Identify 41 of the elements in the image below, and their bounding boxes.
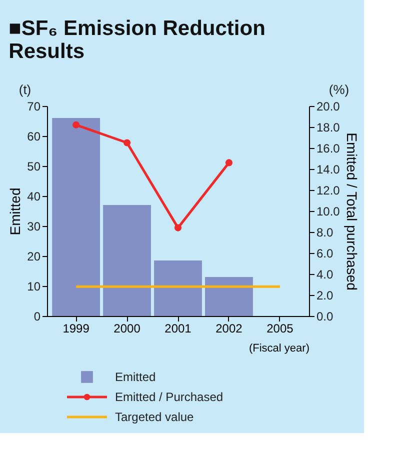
y2-tick-label: 16.0 — [316, 142, 340, 156]
y2-tick-label: 18.0 — [316, 120, 340, 134]
point — [72, 121, 80, 128]
y2-tick-label: 4.0 — [316, 268, 334, 282]
x-tick-label: 2002 — [216, 322, 243, 336]
y2-tick-label: 2.0 — [316, 288, 334, 302]
y-tick-label: 30 — [27, 220, 41, 234]
x-tick-label: 2000 — [114, 322, 141, 336]
y2-tick-label: 14.0 — [316, 162, 340, 176]
x-axis-title: (Fiscal year) — [248, 342, 310, 354]
y2-tick-label: 12.0 — [316, 184, 340, 198]
y2-tick-label: 20.0 — [316, 100, 340, 114]
legend-label: Targeted value — [115, 410, 194, 424]
text: (t) — [18, 82, 32, 97]
bar — [205, 277, 253, 316]
y-tick-label: 10 — [27, 280, 41, 294]
bar — [154, 260, 202, 316]
y2-axis-title: Emitted / Total purchased — [344, 132, 360, 290]
y-tick-label: 0 — [34, 310, 41, 324]
chart-title: ■SF₆ Emission Reduction Results — [8, 17, 266, 63]
point — [174, 224, 182, 232]
bar — [103, 205, 151, 316]
y-axis-title: Emitted — [7, 188, 24, 236]
x-tick-label: 1999 — [62, 322, 90, 336]
y-tick-label: 60 — [27, 130, 41, 144]
text: (%) — [328, 82, 350, 97]
y2-tick-label: 10.0 — [316, 204, 340, 218]
x-tick-label: 2005 — [266, 322, 294, 336]
bar — [52, 118, 100, 316]
y-tick-label: 20 — [27, 250, 41, 264]
y-tick-label: 50 — [27, 160, 41, 174]
y-tick-label: 40 — [27, 190, 41, 204]
point — [123, 139, 131, 146]
legend-label: Emitted / Purchased — [115, 390, 224, 404]
y2-tick-label: 6.0 — [316, 246, 334, 260]
point — [225, 159, 233, 166]
x-tick-label: 2001 — [164, 322, 192, 336]
y-tick-label: 70 — [27, 100, 41, 114]
legend-label: Emitted — [115, 370, 156, 384]
y2-tick-label: 8.0 — [316, 226, 334, 240]
y2-tick-label: 0.0 — [316, 310, 334, 324]
